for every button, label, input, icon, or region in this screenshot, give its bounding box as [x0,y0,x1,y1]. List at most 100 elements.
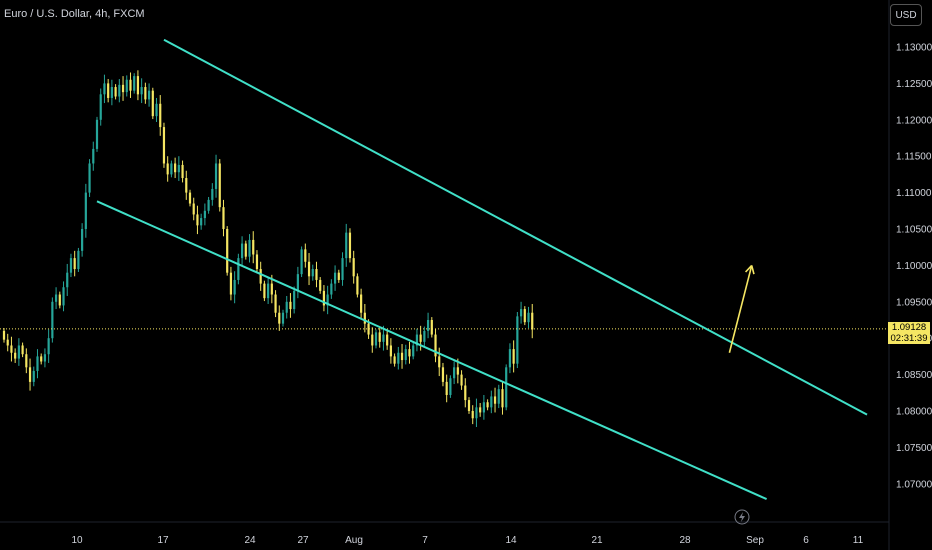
time-axis[interactable]: 10 17 24 27 Aug 7 14 21 28 Sep 6 11 [71,535,863,546]
x-tick-label: Sep [746,535,764,546]
candle-body [40,356,43,362]
candle-body [110,87,113,98]
currency-button[interactable]: USD [890,4,922,26]
candle-body [248,239,251,257]
candle-body [140,87,143,95]
candle-body [14,352,17,359]
candle-body [393,356,396,364]
candle-body [226,229,229,273]
candle-body [92,148,95,164]
candle-body [121,84,125,93]
candle-body [200,218,203,226]
candle-body [151,90,154,117]
candle-body [486,402,489,408]
candle-body [371,334,374,346]
candle-body [73,258,76,270]
candle-body [2,330,6,340]
y-tick-label: 1.10500 [896,225,932,236]
candle-body [449,378,452,395]
candle-body [311,269,314,277]
candle-body [211,188,214,200]
last-price-value: 1.09128 [891,321,927,333]
channel-lower-line[interactable] [96,200,768,501]
lightning-icon[interactable] [734,509,750,525]
candle-body [129,79,132,91]
candle-body [482,402,485,413]
candle-body [259,269,262,284]
candle-body [423,330,426,342]
y-tick-label: 1.07500 [896,443,932,454]
candle-body [501,389,504,408]
last-price-label: 1.09128 02:31:39 [888,321,930,344]
candle-body [322,290,326,306]
x-tick-label: 24 [244,535,256,546]
candle-body [133,76,136,91]
candle-body [214,163,218,189]
projection-arrow[interactable] [728,264,755,353]
candle-body [519,309,523,317]
x-tick-label: 10 [71,535,83,546]
candle-body [155,103,158,117]
candle-body [363,312,366,324]
candle-body [512,349,515,364]
candle-body [103,83,106,95]
candle-body [441,367,445,382]
x-tick-label: Aug [345,535,363,546]
arrow-head [744,264,753,273]
candle-body [43,354,47,362]
candle-body [438,356,441,368]
candle-body [493,396,497,404]
candle-body [84,192,87,229]
candle-body [54,294,58,302]
candle-body [360,294,363,313]
candle-body [289,301,292,310]
price-axis[interactable]: 1.13000 1.12500 1.12000 1.11500 1.11000 1.105… [896,43,932,491]
y-tick-label: 1.13000 [896,43,932,54]
candle-body [415,334,419,346]
candle-body [278,312,281,324]
channel-upper-line[interactable] [163,38,868,416]
candle-body [25,354,28,368]
candle-body [69,258,73,273]
candle-body [95,119,99,149]
y-tick-label: 1.08500 [896,370,932,381]
candle-body [464,385,467,401]
candle-body [527,312,530,323]
candle-body [77,250,80,270]
candle-body [274,294,277,313]
candle-body [181,164,184,179]
candle-body [333,272,337,284]
candle-body [58,294,61,306]
y-tick-label: 1.08000 [896,407,932,418]
candle-body [389,345,392,357]
candle-body [36,356,39,371]
candle-body [345,232,348,259]
candle-body [293,290,296,310]
candle-body [196,214,199,226]
candle-body [516,316,519,364]
candle-body [382,334,385,342]
candle-body [6,339,9,346]
candle-body [170,163,173,175]
candle-body [404,349,407,361]
candle-body [400,352,404,361]
candle-body [315,269,318,280]
candle-body [285,301,288,313]
candle-body [296,274,299,291]
candle-body [374,332,378,346]
x-tick-label: 27 [297,535,309,546]
symbol-title: Euro / U.S. Dollar, 4h, FXCM [4,8,145,20]
candle-body [475,407,478,419]
candle-body [28,367,32,382]
candle-body [445,381,448,395]
y-tick-label: 1.12000 [896,115,932,126]
candle-body [162,127,166,164]
candle-body [460,374,463,386]
candle-body [367,323,370,335]
candle-body [300,249,303,275]
candle-body [497,389,500,404]
candle-body [307,261,311,277]
candle-body [203,210,206,219]
candle-body [252,239,255,255]
